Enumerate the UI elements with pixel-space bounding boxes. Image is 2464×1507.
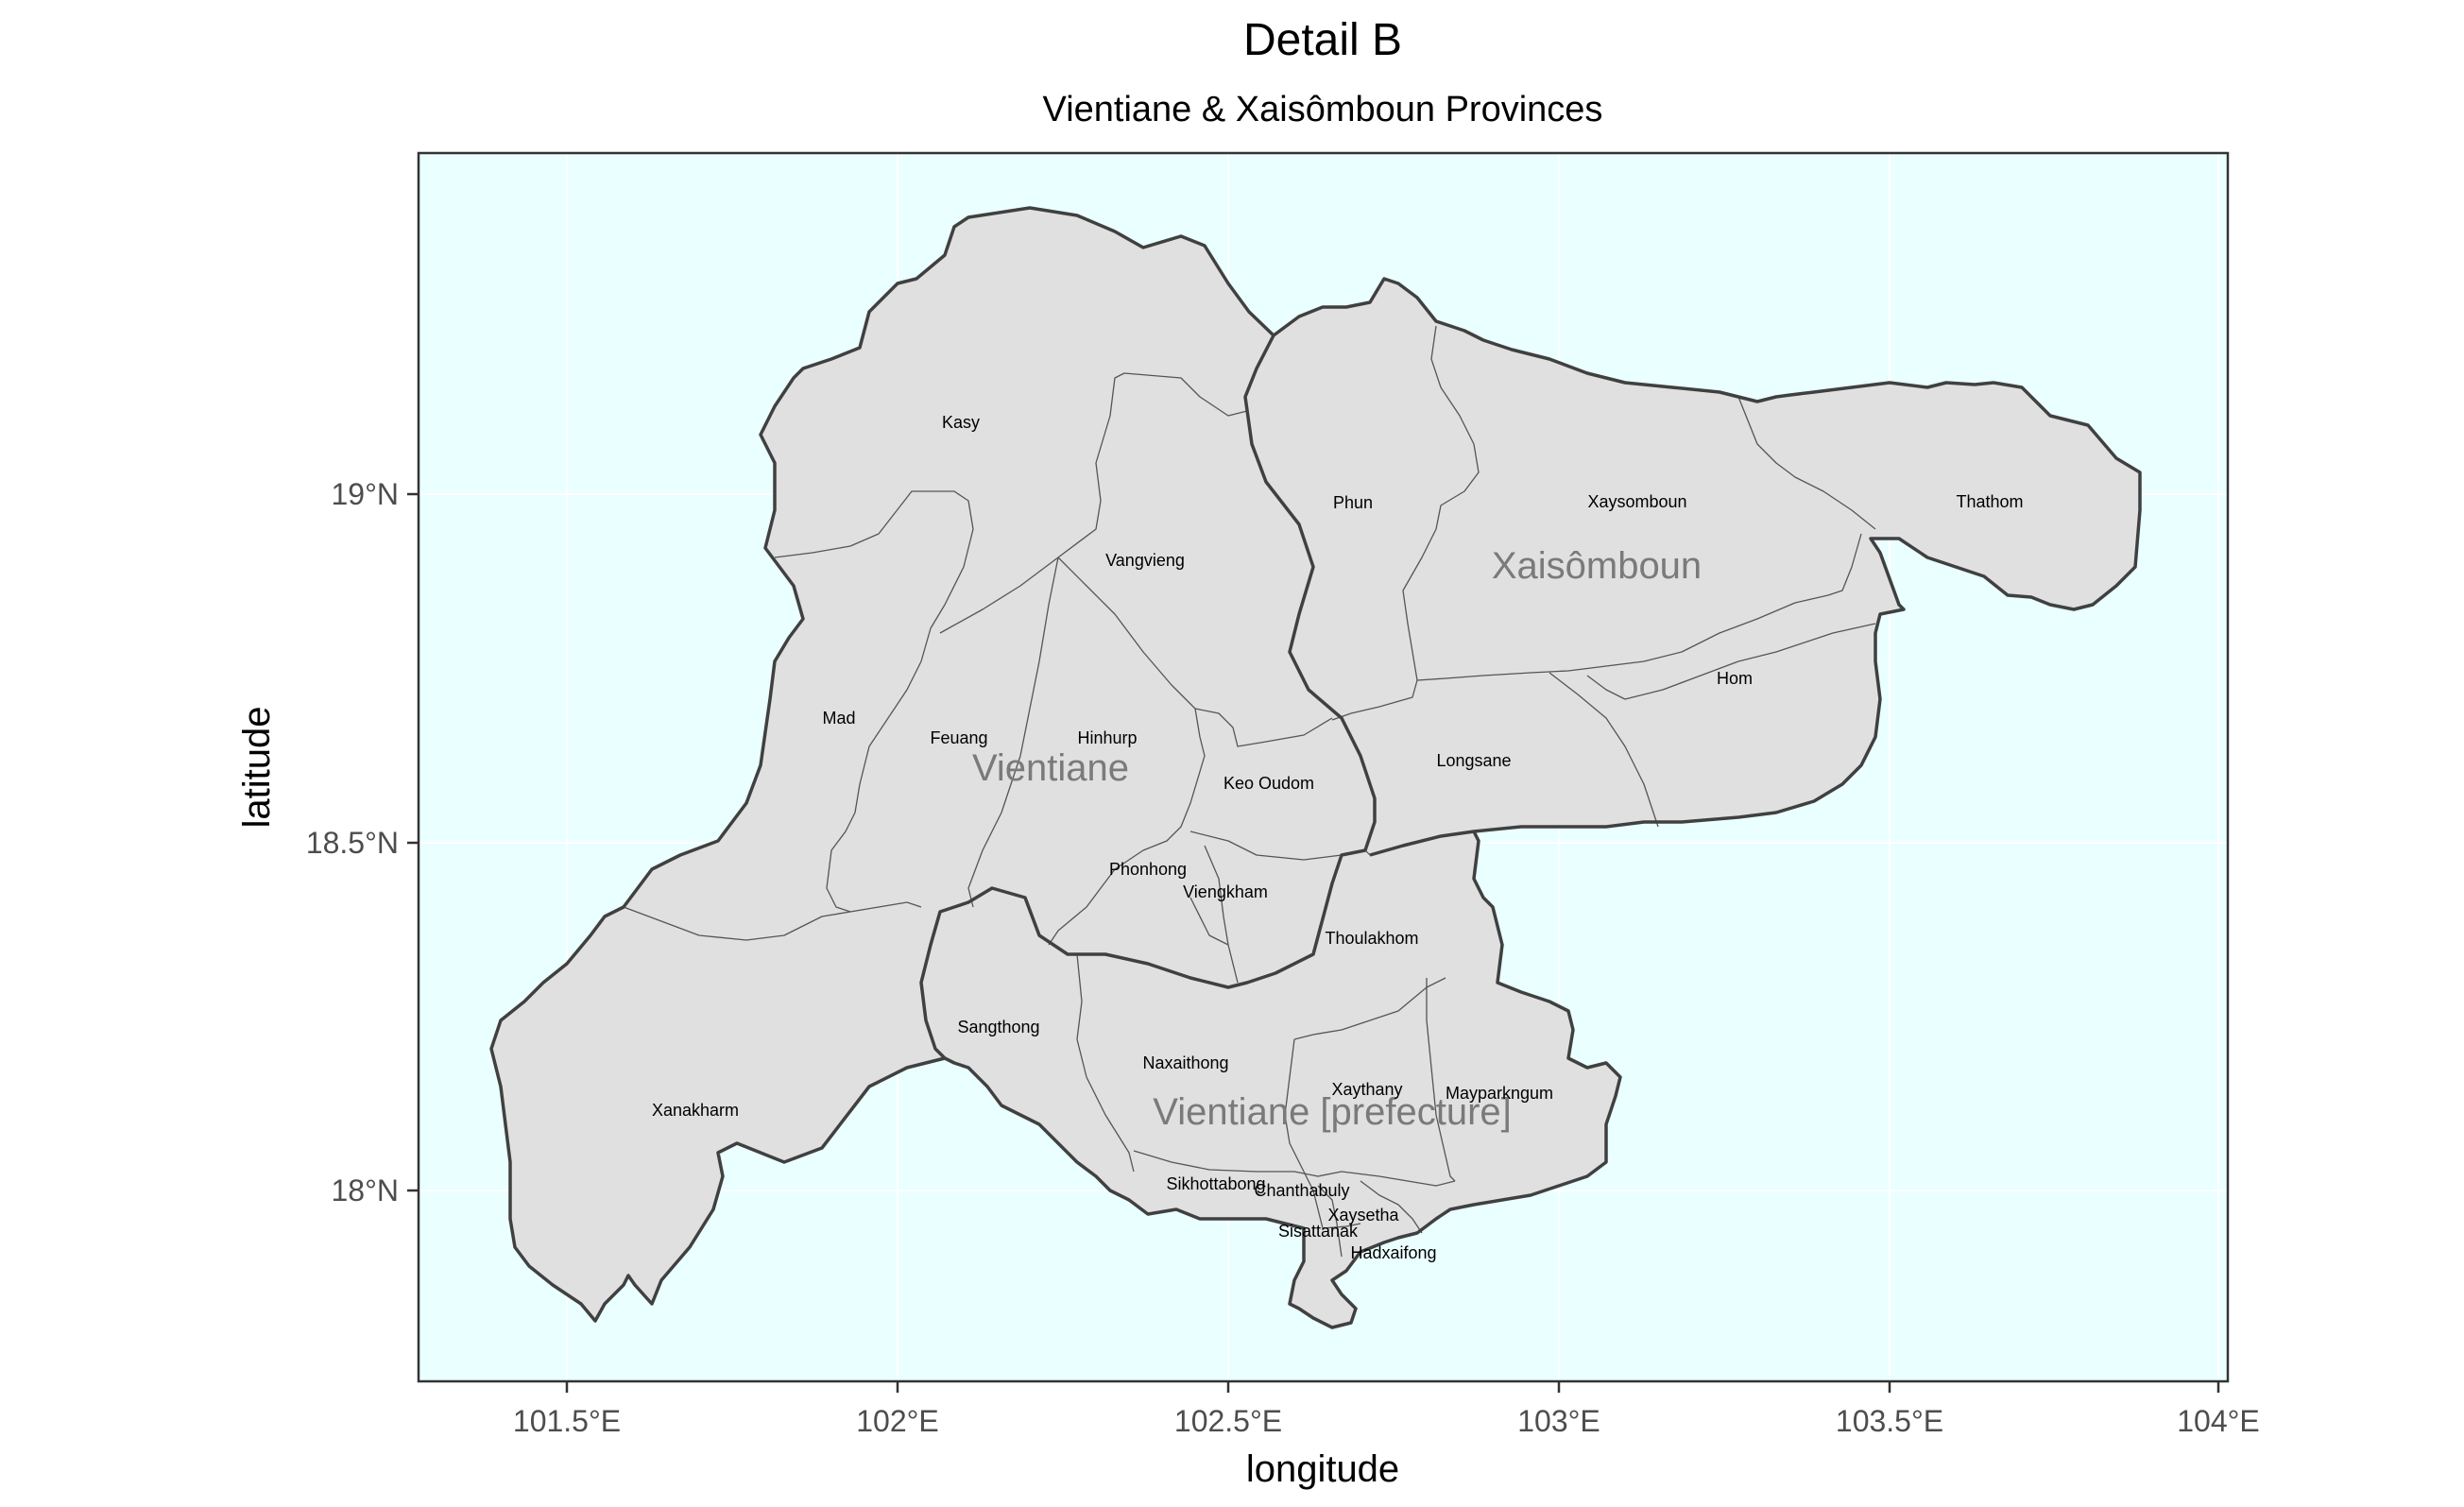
district-label: Feuang <box>930 728 987 747</box>
map-title: Detail B <box>1243 15 1402 65</box>
y-axis: 19°N 18.5°N 18°N <box>306 477 419 1207</box>
district-label: Sisattanak <box>1278 1222 1359 1241</box>
x-tick-label: 102°E <box>856 1404 939 1438</box>
district-label: Naxaithong <box>1142 1053 1228 1072</box>
district-label: Mad <box>822 709 855 728</box>
district-label: Kasy <box>942 413 980 432</box>
y-axis-title: latitude <box>236 707 278 829</box>
x-tick-label: 101.5°E <box>513 1404 621 1438</box>
district-label: Mayparkngum <box>1446 1084 1553 1103</box>
x-tick-label: 102.5°E <box>1174 1404 1282 1438</box>
district-label: Viengkham <box>1183 882 1268 901</box>
district-label: Xaysomboun <box>1587 492 1686 511</box>
district-label: Hom <box>1717 669 1753 688</box>
district-label: Xanakharm <box>652 1101 739 1120</box>
district-label: Phonhong <box>1109 860 1187 879</box>
x-tick-label: 104°E <box>2177 1404 2260 1438</box>
x-axis: 101.5°E 102°E 102.5°E 103°E 103.5°E 104°… <box>513 1381 2260 1438</box>
district-label: Thoulakhom <box>1325 929 1418 948</box>
district-label: Chanthabuly <box>1254 1181 1349 1200</box>
district-label: Keo Oudom <box>1223 774 1314 793</box>
district-label: Hadxaifong <box>1350 1243 1436 1262</box>
district-label: Thathom <box>1956 492 2023 511</box>
province-label-xaisomboun: Xaisômboun <box>1492 545 1702 587</box>
district-label: Sikhottabong <box>1166 1174 1265 1193</box>
district-label: Xaythany <box>1331 1080 1402 1099</box>
district-label: Hinhurp <box>1077 728 1137 747</box>
y-tick-label: 19°N <box>332 477 400 511</box>
district-label: Longsane <box>1436 751 1511 770</box>
map-subtitle: Vientiane & Xaisômboun Provinces <box>1043 90 1603 129</box>
province-label-vientiane: Vientiane <box>972 747 1129 789</box>
district-label: Phun <box>1333 493 1373 512</box>
y-tick-label: 18.5°N <box>306 826 399 860</box>
x-tick-label: 103.5°E <box>1836 1404 1943 1438</box>
x-axis-title: longitude <box>1246 1448 1399 1490</box>
district-label: Vangvieng <box>1105 551 1185 570</box>
x-tick-label: 103°E <box>1517 1404 1600 1438</box>
district-label: Sangthong <box>957 1018 1039 1036</box>
y-tick-label: 18°N <box>332 1173 400 1207</box>
